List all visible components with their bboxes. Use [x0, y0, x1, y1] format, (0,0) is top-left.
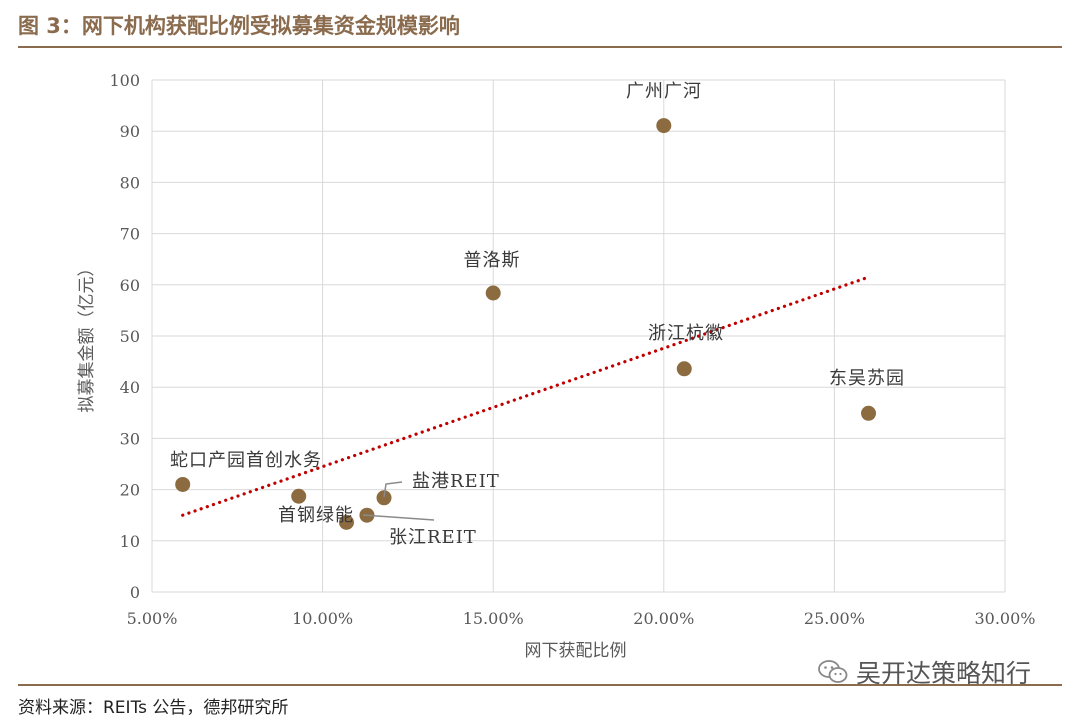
data-point — [485, 285, 501, 301]
figure-title: 图 3：网下机构获配比例受拟募集资金规模影响 — [18, 14, 460, 38]
points-layer — [175, 118, 877, 530]
data-point — [291, 488, 307, 504]
x-tick-label: 20.00% — [633, 609, 694, 628]
data-point — [676, 361, 692, 377]
data-point — [656, 118, 672, 134]
y-tick-label: 0 — [130, 583, 140, 602]
point-label: 普洛斯 — [464, 250, 521, 271]
y-tick-label: 80 — [120, 173, 140, 192]
trendline-layer — [181, 275, 871, 517]
y-tick-label: 10 — [120, 532, 140, 551]
y-tick-label: 90 — [120, 122, 140, 141]
point-label: 蛇口产园首创水务 — [170, 450, 322, 471]
x-tick-label: 15.00% — [463, 609, 524, 628]
data-point — [175, 476, 191, 492]
leader-line — [383, 481, 403, 498]
point-label: 东吴苏园 — [829, 368, 905, 389]
figure-header: 图 3：网下机构获配比例受拟募集资金规模影响 — [18, 8, 1062, 46]
y-axis-title: 拟募集金额（亿元） — [77, 260, 97, 413]
scatter-chart: 0 10 20 30 40 50 60 70 80 90 100 5.00% 10.00% 15.00% 2… — [77, 71, 1036, 661]
source-note: 资料来源：REITs 公告，德邦研究所 — [18, 698, 289, 718]
title-divider — [18, 46, 1062, 48]
wechat-icon — [818, 660, 848, 683]
y-tick-label: 30 — [120, 429, 140, 448]
leader-line — [362, 514, 435, 521]
grid-layer — [151, 79, 1006, 593]
x-tick-label: 10.00% — [292, 609, 353, 628]
point-label: 浙江杭徽 — [648, 323, 724, 344]
x-axis-title: 网下获配比例 — [525, 641, 627, 661]
watermark: 吴开达策略知行 — [818, 655, 1031, 689]
footer-divider — [18, 684, 1062, 686]
watermark-text: 吴开达策略知行 — [856, 659, 1032, 688]
y-tick-label: 50 — [120, 327, 140, 346]
y-tick-label: 20 — [120, 481, 140, 500]
point-label: 盐港REIT — [412, 471, 500, 492]
data-point — [861, 405, 877, 421]
y-tick-label: 60 — [120, 276, 140, 295]
point-label: 首钢绿能 — [278, 505, 354, 526]
trendline — [181, 275, 871, 517]
point-label: 张江REIT — [389, 527, 477, 548]
y-tick-label: 70 — [120, 225, 140, 244]
y-tick-label: 40 — [120, 378, 140, 397]
x-tick-label: 5.00% — [127, 609, 178, 628]
x-tick-label: 30.00% — [974, 609, 1035, 628]
data-point — [338, 514, 354, 530]
axis-layer: 0 10 20 30 40 50 60 70 80 90 100 5.00% 10.00% 15.00% 2… — [77, 71, 1036, 661]
y-tick-label: 100 — [109, 71, 140, 90]
data-point — [376, 490, 392, 506]
point-label: 广州广河 — [626, 81, 702, 102]
x-tick-label: 25.00% — [804, 609, 865, 628]
